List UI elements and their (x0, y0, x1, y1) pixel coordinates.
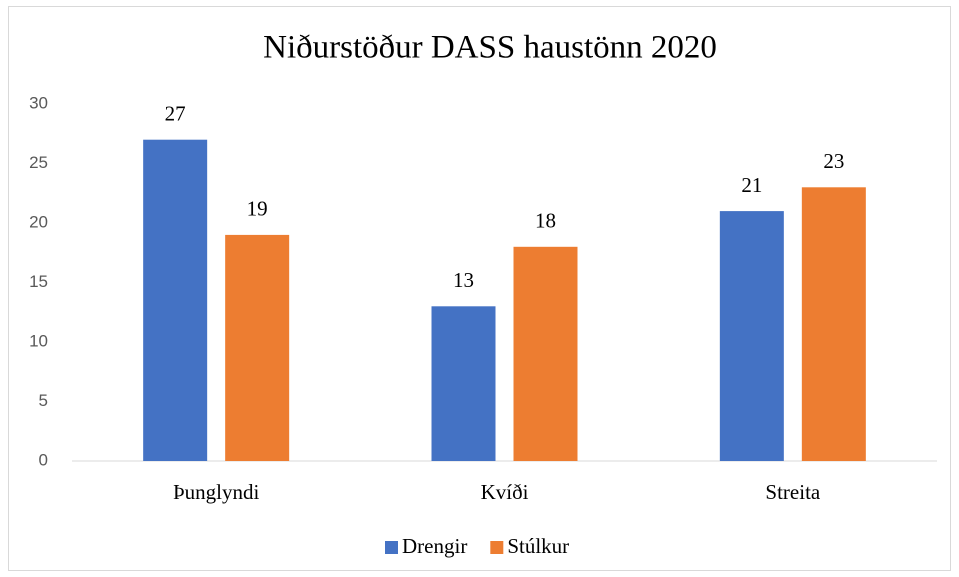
data-label: 21 (741, 173, 762, 197)
bar (431, 306, 496, 461)
y-tick-label: 0 (39, 450, 48, 469)
data-label: 23 (823, 149, 844, 173)
y-tick-label: 20 (29, 212, 48, 231)
legend-label: Stúlkur (507, 534, 569, 558)
data-label: 13 (453, 268, 474, 292)
data-label: 19 (247, 197, 268, 221)
legend-swatch (385, 541, 398, 554)
y-tick-label: 10 (29, 331, 48, 350)
bar (143, 139, 208, 461)
chart-title: Niðurstöður DASS haustönn 2020 (263, 30, 717, 66)
bar (513, 246, 578, 461)
legend-label: Drengir (402, 534, 467, 558)
y-tick-label: 25 (29, 153, 48, 172)
legend-swatch (490, 541, 504, 554)
data-label: 27 (165, 102, 186, 126)
x-tick-label: Streita (765, 480, 820, 504)
y-tick-label: 15 (29, 272, 48, 291)
x-tick-label: Kvíði (481, 480, 529, 504)
bar (801, 187, 866, 462)
y-tick-label: 30 (29, 93, 48, 112)
y-tick-label: 5 (39, 391, 48, 410)
bar (225, 234, 290, 461)
bar (719, 211, 784, 461)
data-label: 18 (535, 209, 556, 233)
x-tick-label: Þunglyndi (173, 480, 260, 504)
